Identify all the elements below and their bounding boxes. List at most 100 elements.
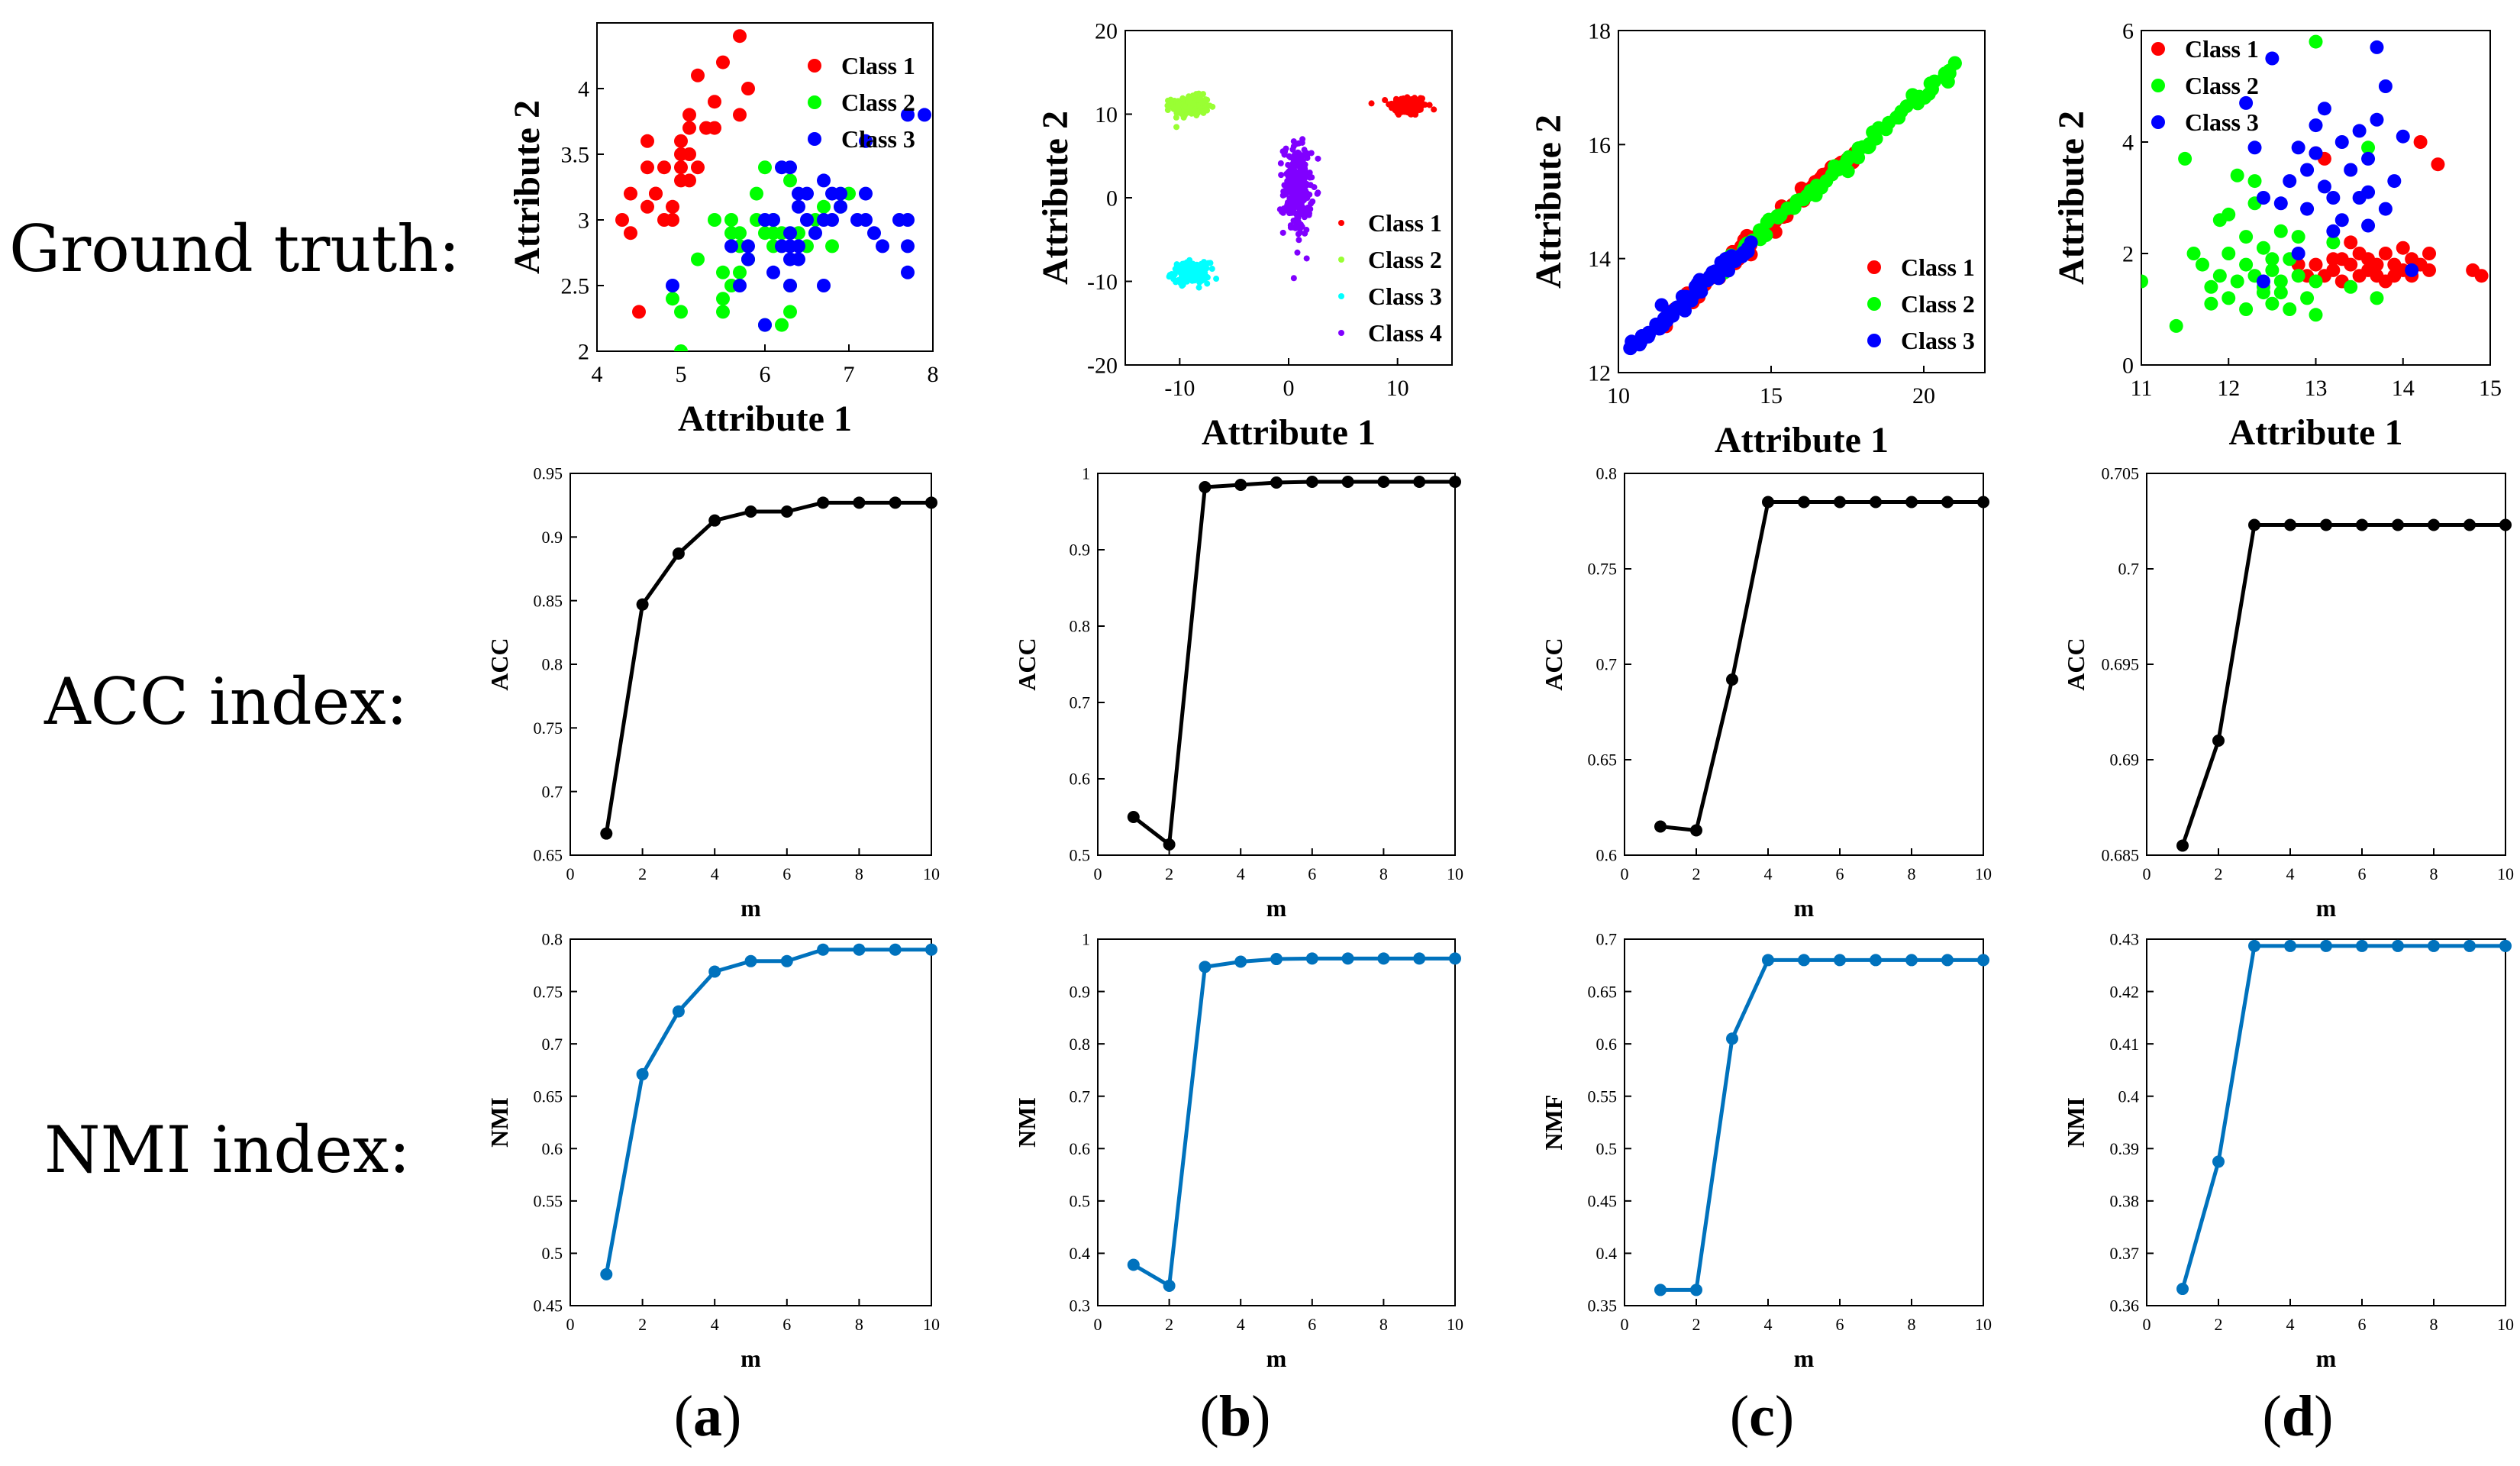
nmi-c-ytick-label: 0.4 <box>1596 1244 1618 1263</box>
nmi-b-ytick-label: 0.6 <box>1070 1139 1091 1158</box>
scatter-b-point <box>1207 260 1214 266</box>
acc-d-ytick-label: 0.695 <box>2102 655 2140 674</box>
acc-c-point <box>1941 496 1954 509</box>
scatter-a-point <box>674 147 688 161</box>
scatter-c-point <box>1921 87 1936 102</box>
acc-a-point <box>744 505 757 518</box>
scatter-b-ytick-label: -10 <box>1087 270 1118 295</box>
scatter-b-ytick-label: 20 <box>1095 19 1118 44</box>
scatter-d-point <box>2283 302 2297 316</box>
scatter-d-point <box>2309 34 2323 49</box>
scatter-a-point <box>741 239 755 253</box>
scatter-a-point <box>733 226 747 241</box>
scatter-d-legend-label: Class 2 <box>2185 72 2259 99</box>
scatter-d-point <box>2378 202 2393 216</box>
scatter-d-point <box>2265 263 2280 277</box>
scatter-d-point <box>2378 247 2393 260</box>
nmi-b-ylabel: NMI <box>1013 1097 1041 1148</box>
scatter-b-point <box>1290 275 1297 282</box>
acc-d-ytick-label: 0.685 <box>2102 846 2140 865</box>
scatter-a-legend-marker <box>808 132 821 146</box>
scatter-b-point <box>1286 153 1292 160</box>
scatter-d-point <box>2309 308 2323 322</box>
nmi-d-xtick-label: 6 <box>2358 1315 2367 1334</box>
nmi-b-point <box>1449 952 1461 965</box>
scatter-c-xtick-label: 10 <box>1607 383 1630 408</box>
nmi-c-axes-box <box>1624 938 1984 1306</box>
acc-b-ytick-label: 1 <box>1082 464 1090 483</box>
scatter-a-point <box>766 213 780 227</box>
acc-b-ytick-label: 0.7 <box>1070 693 1091 712</box>
scatter-c-point <box>1684 293 1699 308</box>
nmi-a-xtick-label: 4 <box>711 1315 719 1334</box>
nmi-c-point <box>1690 1284 1702 1296</box>
scatter-b-point <box>1314 190 1321 197</box>
acc-d-point <box>2320 518 2332 531</box>
acc-d-point <box>2392 518 2404 531</box>
scatter-a-xtick-label: 8 <box>928 362 939 387</box>
nmi-a-point <box>672 1005 685 1018</box>
scatter-a-point <box>758 160 772 175</box>
scatter-d-chart: 11 12 13 14 15 0 2 4 6 Attribute 1 Attribute 2 Clas… <box>2051 19 2502 454</box>
scatter-d-point <box>2300 291 2315 305</box>
scatter-b-point <box>1204 274 1211 281</box>
scatter-b-point <box>1278 172 1285 179</box>
acc-d-xlabel: m <box>2316 894 2337 922</box>
scatter-d-point <box>2326 252 2341 266</box>
scatter-d-xtick-label: 12 <box>2217 376 2240 401</box>
acc-b-point <box>1305 476 1318 488</box>
scatter-d-point <box>2361 140 2376 155</box>
scatter-b-point <box>1289 146 1296 153</box>
acc-b-xtick-label: 6 <box>1308 864 1316 883</box>
scatter-b-point <box>1306 210 1313 217</box>
scatter-a-ytick-label: 4 <box>578 77 589 102</box>
nmi-a-axes-box <box>570 938 932 1306</box>
scatter-b-ytick-label: 10 <box>1095 102 1118 128</box>
scatter-b-point <box>1295 237 1302 244</box>
scatter-d-point <box>2212 269 2227 283</box>
nmi-a-point <box>889 943 902 956</box>
acc-c-xtick-label: 6 <box>1836 864 1844 883</box>
scatter-d-point <box>2396 241 2410 255</box>
scatter-b-point <box>1299 136 1306 143</box>
scatter-a-point <box>876 239 889 253</box>
scatter-b-legend: Class 1 Class 2 Class 3 Class 4 <box>1338 209 1442 347</box>
scatter-a-point <box>792 199 805 214</box>
scatter-a-point <box>615 213 629 227</box>
scatter-d-point <box>2309 146 2323 160</box>
scatter-b-point <box>1281 151 1288 158</box>
acc-a-point <box>925 496 937 509</box>
acc-d-point <box>2428 518 2440 531</box>
nmi-c-ytick-label: 0.45 <box>1588 1192 1618 1211</box>
scatter-c-points <box>1623 56 1962 356</box>
scatter-a-point <box>859 186 873 201</box>
acc-a-xtick-label: 4 <box>711 864 719 883</box>
scatter-b-legend-label: Class 3 <box>1368 283 1442 310</box>
nmi-d-ytick-label: 0.41 <box>2110 1035 2140 1054</box>
acc-d-ytick-label: 0.69 <box>2110 751 2140 770</box>
scatter-b-point <box>1291 182 1298 189</box>
scatter-a-point <box>640 160 654 175</box>
nmi-b-point <box>1305 952 1318 965</box>
scatter-c-point <box>1899 99 1914 114</box>
scatter-b-legend-marker <box>1338 220 1344 226</box>
scatter-a-point <box>624 226 637 241</box>
acc-c-xtick-label: 10 <box>1975 864 1992 883</box>
scatter-d-point <box>2326 263 2341 277</box>
acc-d-point <box>2284 518 2296 531</box>
scatter-d-ytick-label: 2 <box>2122 242 2134 267</box>
scatter-a-point <box>800 213 814 227</box>
nmi-c-xtick-label: 2 <box>1692 1315 1701 1334</box>
scatter-a-point <box>741 82 755 95</box>
scatter-d-point <box>2256 274 2270 289</box>
scatter-d-point <box>2291 247 2305 260</box>
nmi-c-xtick-label: 6 <box>1836 1315 1844 1334</box>
scatter-d-point <box>2222 291 2236 305</box>
scatter-a-point <box>724 213 738 227</box>
acc-a-point <box>780 505 793 518</box>
scatter-d-point <box>2344 257 2358 272</box>
acc-b-point <box>1127 811 1140 823</box>
scatter-d-point <box>2344 279 2358 294</box>
scatter-a-point <box>624 186 637 201</box>
